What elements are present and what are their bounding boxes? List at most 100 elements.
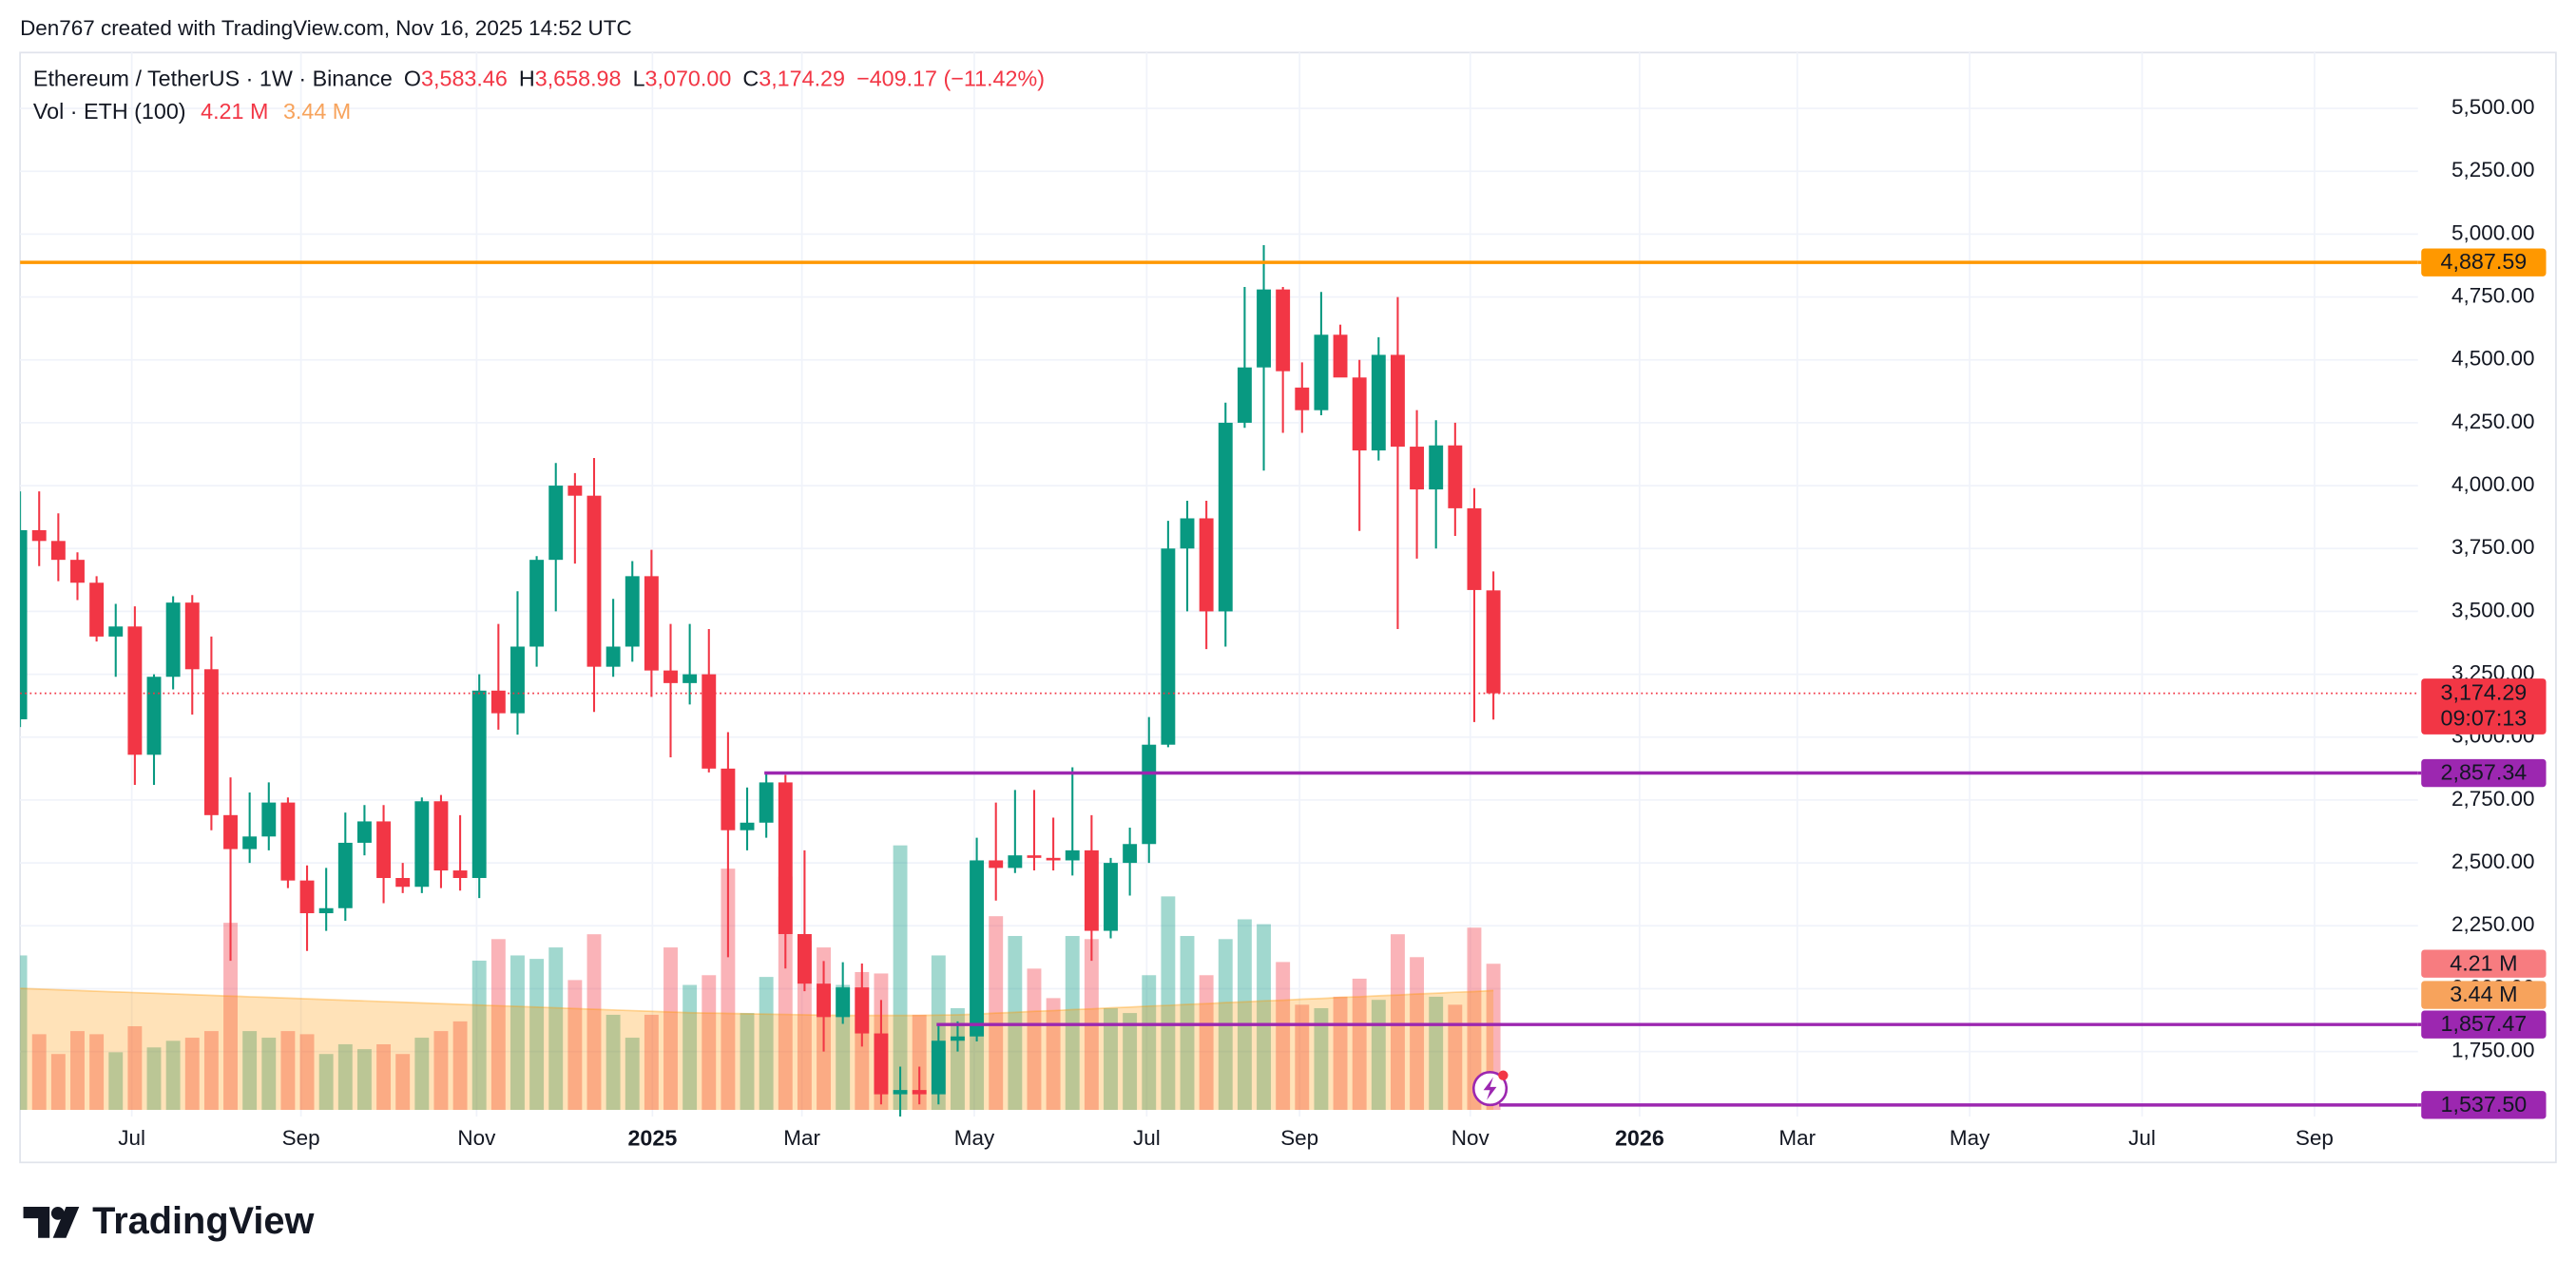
volume-bar	[395, 1054, 411, 1111]
volume-bar	[433, 1031, 449, 1111]
volume-bar	[20, 955, 28, 1111]
x-tick-label: Nov	[457, 1126, 496, 1150]
volume-bar	[1161, 896, 1176, 1111]
volume-bar	[912, 1014, 927, 1111]
volume-bar	[1237, 919, 1252, 1111]
volume-bar	[759, 977, 774, 1111]
candle-body	[1448, 445, 1463, 508]
candle-body	[1429, 445, 1444, 490]
volume-bar	[644, 1014, 659, 1111]
volume-bar	[951, 1007, 965, 1111]
candle-body	[644, 576, 659, 671]
candle-body	[759, 782, 774, 823]
volume-bar	[1390, 934, 1405, 1111]
y-tick-label: 4,250.00	[2451, 410, 2534, 433]
volume-bar	[70, 1031, 85, 1111]
candle-body	[951, 1036, 965, 1041]
candle-body	[70, 560, 85, 583]
x-tick-label: Jul	[1133, 1126, 1161, 1150]
candle-body	[376, 821, 392, 878]
candle-body	[1027, 855, 1042, 858]
volume-bar	[203, 1031, 219, 1111]
y-tick-label: 2,500.00	[2451, 849, 2534, 873]
candle-body	[203, 669, 219, 815]
candle-body	[184, 602, 200, 670]
x-tick-label: Mar	[1778, 1126, 1816, 1150]
candle-body	[1352, 377, 1367, 451]
candle-body	[836, 987, 851, 1018]
candle-body	[223, 814, 238, 849]
volume-bar	[165, 1040, 181, 1111]
legend-close: 3,174.29	[759, 67, 845, 91]
candle-body	[108, 626, 124, 637]
volume-bar	[510, 955, 525, 1111]
candle-body	[414, 801, 430, 888]
candle-body	[912, 1090, 927, 1095]
price-badge	[2421, 248, 2547, 277]
volume-bar	[663, 947, 678, 1111]
volume-bar	[1257, 924, 1271, 1111]
volume-bar	[146, 1047, 162, 1111]
volume-bar	[529, 959, 545, 1111]
price-badge	[2421, 949, 2547, 978]
candle-body	[433, 801, 449, 871]
candle-body	[299, 880, 315, 914]
candle-body	[318, 907, 334, 914]
volume-bar	[606, 1014, 621, 1111]
volume-bar	[1104, 1007, 1118, 1111]
legend-volume-ma: 3.44 M	[283, 99, 351, 124]
legend-low: 3,070.00	[645, 67, 732, 91]
volume-bar	[471, 960, 487, 1111]
volume-bar	[452, 1021, 468, 1111]
candle-body	[1295, 387, 1310, 410]
candle-body	[1104, 863, 1118, 931]
volume-bar	[702, 975, 717, 1111]
volume-bar	[414, 1038, 430, 1111]
candle-body	[261, 802, 277, 837]
candle-body	[356, 821, 372, 843]
x-tick-label: Mar	[783, 1126, 820, 1150]
candle-body	[1084, 849, 1099, 931]
last-price-badge	[2421, 678, 2547, 735]
candle-body	[586, 495, 602, 667]
price-badge-label: 1,857.47	[2441, 1011, 2528, 1036]
candle-body	[1161, 548, 1176, 745]
price-badge-label: 4,887.59	[2441, 249, 2528, 274]
volume-bar	[376, 1043, 392, 1111]
x-tick-label: Sep	[282, 1126, 320, 1150]
y-tick-label: 4,750.00	[2451, 284, 2534, 308]
volume-bar	[89, 1034, 105, 1111]
price-badge	[2421, 1010, 2547, 1039]
volume-ma-line	[20, 987, 1494, 1017]
volume-bar	[586, 934, 602, 1111]
y-tick-label: 1,750.00	[2451, 1039, 2534, 1062]
volume-bar	[778, 876, 793, 1111]
x-tick-label: May	[1950, 1126, 1990, 1150]
candle-body	[395, 877, 411, 888]
candle-body	[1065, 849, 1080, 861]
candle-body	[89, 582, 105, 637]
y-tick-label: 4,500.00	[2451, 347, 2534, 371]
candle-body	[1333, 334, 1348, 378]
candle-body	[20, 529, 28, 719]
price-badge	[2421, 1091, 2547, 1119]
countdown-label: 09:07:13	[2441, 705, 2528, 730]
candle-body	[50, 541, 66, 561]
last-price-label: 3,174.29	[2441, 680, 2528, 705]
volume-bar	[356, 1049, 372, 1111]
y-tick-label: 5,500.00	[2451, 95, 2534, 119]
price-badge-label: 4.21 M	[2450, 950, 2517, 975]
legend-symbol: Ethereum / TetherUS · 1W · Binance	[33, 67, 393, 91]
volume-bar	[223, 923, 238, 1111]
volume-bar	[1371, 1000, 1386, 1111]
candle-body	[1142, 744, 1157, 845]
y-tick-label: 4,000.00	[2451, 472, 2534, 496]
candle-body	[970, 860, 985, 1037]
candle-body	[471, 690, 487, 878]
candle-body	[1237, 367, 1252, 423]
legend-h: H	[519, 67, 535, 91]
candle-body	[1008, 855, 1023, 869]
